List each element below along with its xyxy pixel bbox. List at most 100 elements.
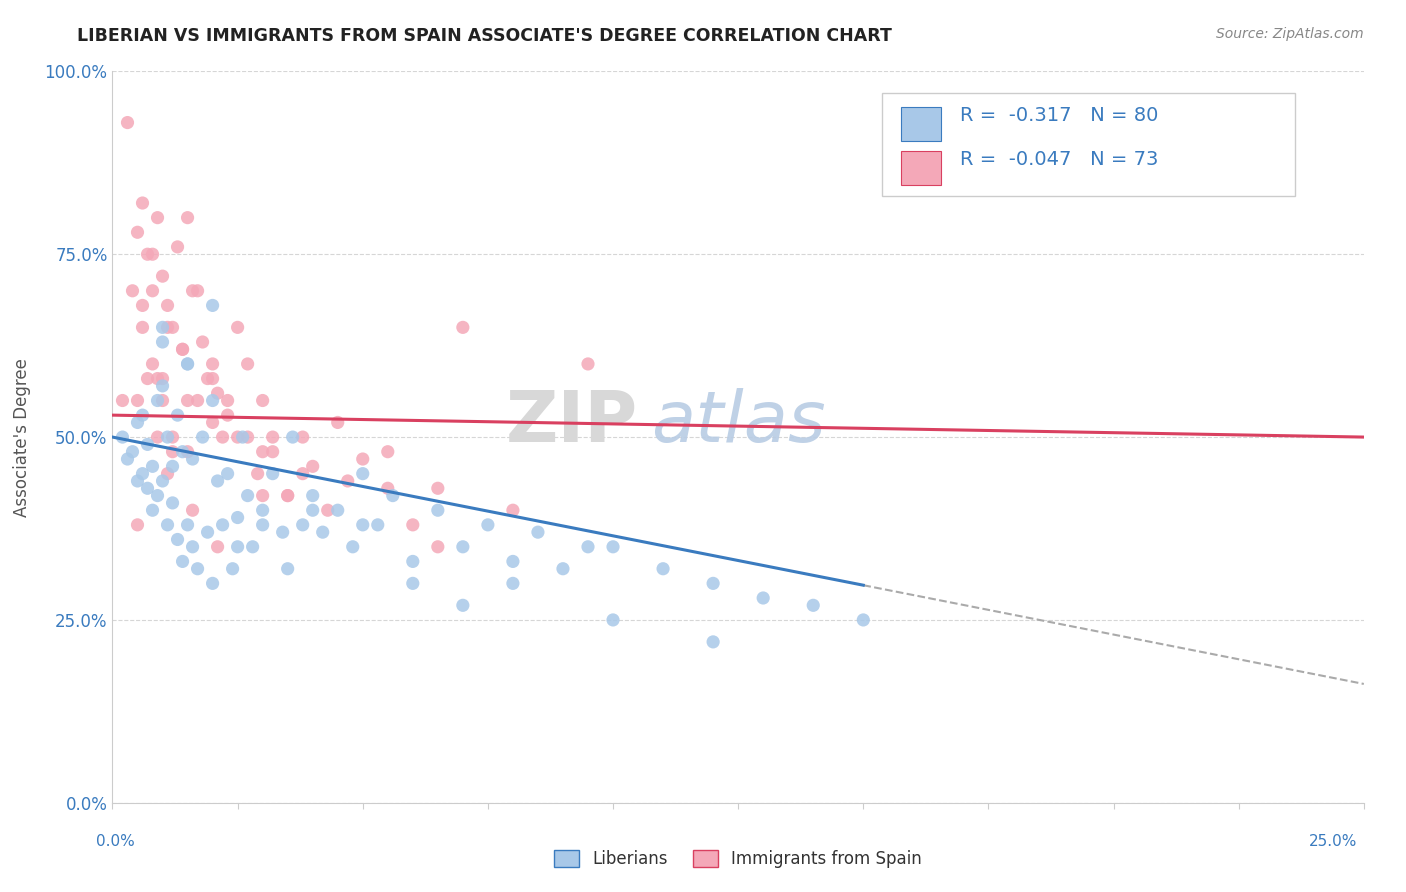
Point (141, 357, 163, 371)
Point (252, 517, 274, 532)
Point (226, 320, 249, 334)
Point (226, 430, 249, 444)
Point (127, 225, 149, 239)
Point (236, 489, 259, 503)
FancyBboxPatch shape (901, 151, 941, 185)
Point (152, 320, 174, 334)
Point (162, 430, 184, 444)
Point (121, 284, 143, 298)
Point (197, 525, 219, 540)
Text: R =  -0.317   N = 80: R = -0.317 N = 80 (960, 106, 1159, 126)
Point (176, 444, 198, 458)
Point (451, 599, 474, 613)
Point (201, 416, 224, 430)
Point (291, 517, 314, 532)
Point (172, 554, 194, 568)
Point (402, 576, 425, 591)
Point (152, 379, 174, 393)
Point (551, 562, 574, 576)
Text: LIBERIAN VS IMMIGRANTS FROM SPAIN ASSOCIATE'S DEGREE CORRELATION CHART: LIBERIAN VS IMMIGRANTS FROM SPAIN ASSOCI… (77, 27, 893, 45)
Point (312, 525, 335, 540)
Text: ZIP: ZIP (506, 388, 638, 457)
Point (191, 334, 214, 349)
Point (117, 452, 139, 467)
Point (121, 444, 143, 458)
Point (152, 334, 174, 349)
Point (426, 481, 449, 495)
Point (211, 430, 233, 444)
Point (152, 371, 174, 385)
Point (652, 562, 675, 576)
Point (127, 517, 149, 532)
Point (702, 635, 724, 649)
Point (111, 393, 134, 408)
Point (262, 430, 284, 444)
Point (252, 489, 274, 503)
Point (156, 517, 179, 532)
Point (301, 489, 323, 503)
Point (316, 503, 339, 517)
Point (236, 430, 259, 444)
Point (187, 284, 209, 298)
Point (377, 481, 399, 495)
Point (136, 481, 159, 495)
Point (326, 503, 349, 517)
Point (502, 576, 524, 591)
Point (326, 416, 349, 430)
Point (136, 247, 159, 261)
Point (162, 444, 184, 458)
Point (291, 430, 314, 444)
Point (217, 467, 239, 481)
Point (141, 459, 163, 474)
Point (201, 576, 224, 591)
Point (242, 540, 264, 554)
Point (181, 452, 204, 467)
Point (176, 357, 198, 371)
Point (166, 408, 188, 422)
Point (127, 416, 149, 430)
Point (181, 503, 204, 517)
Point (217, 408, 239, 422)
Point (527, 525, 550, 540)
Point (301, 459, 323, 474)
Point (277, 489, 299, 503)
Point (156, 467, 179, 481)
Point (181, 540, 204, 554)
Point (162, 496, 184, 510)
Point (197, 371, 219, 385)
Point (146, 211, 169, 225)
Point (381, 489, 404, 503)
Point (207, 474, 229, 488)
Point (131, 467, 153, 481)
Point (201, 393, 224, 408)
Point (336, 474, 359, 488)
Point (131, 196, 153, 211)
Point (191, 430, 214, 444)
Point (176, 357, 198, 371)
Text: 25.0%: 25.0% (1309, 834, 1357, 849)
Point (131, 298, 153, 312)
Point (201, 298, 224, 312)
Point (377, 444, 399, 458)
Point (181, 284, 204, 298)
Point (281, 430, 304, 444)
Point (152, 269, 174, 284)
Text: Source: ZipAtlas.com: Source: ZipAtlas.com (1216, 27, 1364, 41)
Point (236, 357, 259, 371)
Point (131, 408, 153, 422)
Point (172, 444, 194, 458)
Point (262, 467, 284, 481)
FancyBboxPatch shape (882, 94, 1295, 195)
Point (146, 371, 169, 385)
Point (232, 430, 254, 444)
Point (127, 474, 149, 488)
Y-axis label: Associate's Degree: Associate's Degree (13, 358, 31, 516)
Legend: Liberians, Immigrants from Spain: Liberians, Immigrants from Spain (547, 844, 929, 875)
Point (217, 393, 239, 408)
Point (576, 540, 599, 554)
Point (801, 599, 824, 613)
Point (152, 474, 174, 488)
Point (752, 591, 775, 605)
Point (246, 467, 269, 481)
Point (111, 430, 134, 444)
